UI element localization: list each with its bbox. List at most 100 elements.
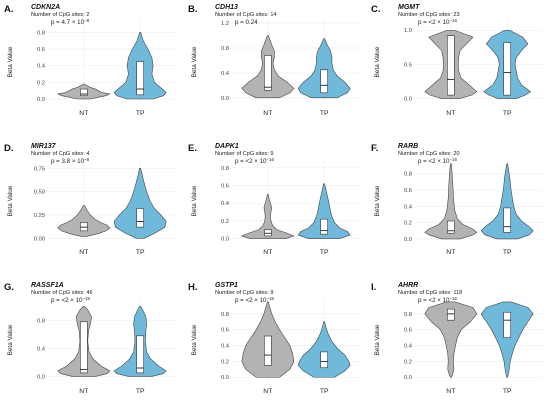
panel-letter: F. [371,143,378,154]
y-tick-label: 0.00 [34,236,45,242]
y-axis-label: Beta Value [191,185,198,216]
panel-letter: E. [188,143,197,154]
p-value-exponent: −16 [449,18,457,23]
gene-name: MIR137 [31,143,57,150]
p-value-exponent: −16 [266,157,274,162]
y-axis-label: Beta Value [7,46,14,77]
box-tp [503,42,511,96]
y-tick-label: 1.2 [221,21,229,27]
p-value-exponent: −8 [84,157,90,162]
panel-letter: B. [188,4,198,15]
x-tick-label: TP [320,249,329,256]
x-tick-label: NT [263,110,272,117]
y-tick-label: 0.25 [34,213,45,219]
x-tick-label: NT [79,388,88,395]
y-axis-label: Beta Value [374,185,381,216]
p-value-exponent: −16 [449,296,457,301]
violin-nt [424,163,478,240]
cpg-sites-count: Number of CpG sites: 14 [215,12,277,18]
y-axis-label: Beta Value [7,324,14,355]
x-tick-label: NT [446,249,455,256]
p-value: p = <2 × 10−16 [418,296,457,304]
p-value: p = 4.7 × 10−8 [51,18,90,26]
panel-letter: A. [4,4,14,15]
x-tick-label: TP [320,110,329,117]
y-tick-label: 0.4 [37,64,46,70]
gene-name: GSTP1 [215,282,238,289]
x-tick-label: TP [136,388,145,395]
panel-letter: D. [4,143,14,154]
y-tick-label: 0.6 [404,328,412,334]
violin-nt [424,301,478,378]
y-tick-label: 0.2 [404,359,412,365]
y-tick-label: 0.8 [37,30,45,36]
p-value-exponent: −16 [266,296,274,301]
y-tick-label: 0.0 [404,237,412,243]
box-nt [447,35,455,96]
gene-name: AHRR [397,282,418,289]
y-tick-label: 0.0 [37,97,45,103]
y-tick-label: 0.5 [404,62,412,68]
p-value-exponent: −16 [82,296,90,301]
box-nt [447,308,455,321]
x-tick-label: NT [79,249,88,256]
p-value: p = <2 × 10−16 [235,157,274,165]
box-tp [136,61,144,96]
gene-name: CDH13 [215,4,238,11]
box-nt [264,335,272,366]
box-nt [80,321,88,374]
box-nt [80,88,88,96]
y-tick-label: 0.6 [221,184,229,190]
y-tick-label: 0.2 [404,221,412,227]
gene-name: RASSF1A [31,282,64,289]
y-tick-label: 0.4 [404,204,413,210]
x-tick-label: NT [446,388,455,395]
gene-name: MGMT [398,4,420,11]
violin-tp [480,301,534,378]
y-tick-label: 0.2 [221,359,229,365]
y-tick-label: 0.4 [37,346,46,352]
box-tp [136,208,144,228]
y-axis-label: Beta Value [191,46,198,77]
box-tp [320,351,328,369]
x-tick-label: NT [446,110,455,117]
violin-tp [297,183,351,239]
gene-name: DAPK1 [215,143,239,150]
y-tick-label: 0.8 [404,312,412,318]
cpg-sites-count: Number of CpG sites: 20 [398,151,460,157]
y-tick-label: 0.8 [221,46,229,52]
y-tick-label: 0.4 [221,344,230,350]
cpg-sites-count: Number of CpG sites: 46 [31,290,93,296]
y-tick-label: 1.0 [404,28,412,34]
x-tick-label: TP [136,110,145,117]
y-tick-label: 0.0 [37,374,45,380]
cpg-sites-count: Number of CpG sites: 2 [31,12,89,18]
x-tick-label: NT [79,110,88,117]
x-tick-label: NT [263,388,272,395]
x-tick-label: TP [136,249,145,256]
y-tick-label: 0.75 [34,166,45,172]
p-value: p = <2 × 10−16 [418,18,457,26]
violin-tp [297,321,351,378]
p-value-exponent: −8 [84,18,90,23]
box-tp [320,69,328,94]
x-tick-label: TP [503,249,512,256]
y-tick-label: 0.6 [221,328,229,334]
cpg-sites-count: Number of CpG sites: 118 [398,290,462,296]
violin-nt [240,194,295,239]
box-tp [503,311,511,338]
p-value: p = <2 × 10−16 [418,157,457,165]
violin-tp [113,168,167,239]
y-tick-label: 0.50 [34,190,45,196]
y-tick-label: 0.0 [221,96,229,102]
violin-tp [297,38,351,99]
y-tick-label: 0.8 [221,166,229,172]
